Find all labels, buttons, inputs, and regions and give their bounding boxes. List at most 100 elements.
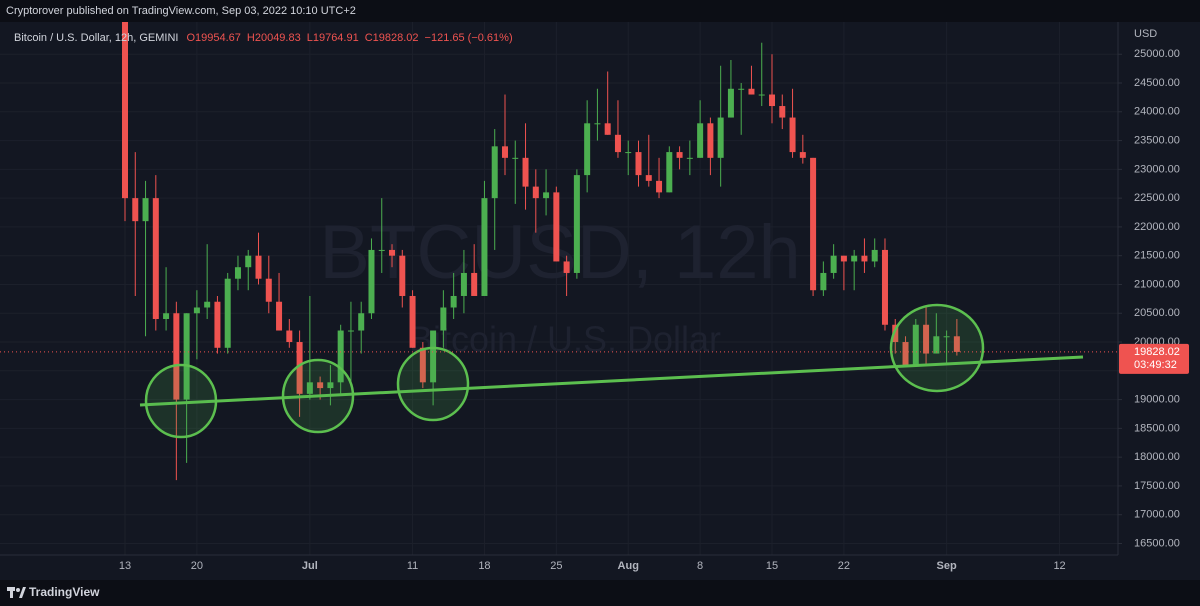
candle-body [933,336,940,354]
candle-body [173,313,180,400]
candle-body [276,301,283,331]
candle-body [881,249,888,325]
y-tick-label: 18500.00 [1134,422,1180,434]
candle-body [460,272,467,296]
candle-body [892,324,899,343]
footer-brand: TradingView [29,585,100,599]
candle-body [204,301,211,308]
y-tick-label: 23000.00 [1134,163,1180,175]
legend-value: H20049.83 [247,32,301,44]
candle-body [717,117,724,158]
candle-body [645,175,652,181]
candle-body [656,180,663,193]
candle-body [491,146,498,199]
y-tick-label: 22500.00 [1134,192,1180,204]
candle-body [368,249,375,314]
candle-body [183,313,190,400]
candle-body [327,382,334,389]
candle-body [707,123,714,158]
legend-value: O19954.67 [186,32,240,44]
candle-body [122,22,128,199]
candle-body [543,192,550,199]
candle-body [440,307,447,331]
x-tick-label: Sep [937,560,957,572]
candle-body [594,123,601,125]
candle-body [953,336,960,352]
y-tick-label: 22000.00 [1134,221,1180,233]
candle-body [625,152,632,154]
candle-body [820,272,827,291]
candle-body [799,152,806,158]
y-tick-label: 25000.00 [1134,48,1180,60]
candle-body [409,295,416,348]
candle-body [840,255,847,262]
candle-body [943,336,950,338]
candle-body [234,267,241,279]
candle-body [779,106,786,118]
candle-body [389,249,396,256]
countdown-label: 03:49:32 [1134,359,1177,371]
trendline [139,355,1084,407]
candle-body [697,123,704,158]
highlight-circle [396,346,470,422]
y-tick-label: 21000.00 [1134,278,1180,290]
legend-value: C19828.02 [365,32,419,44]
candle-body [902,342,909,366]
candle-body [481,198,488,296]
highlight-circle [889,303,985,393]
candle-body [245,255,252,268]
candle-body [861,255,868,262]
candle-body [666,152,673,193]
candle-body [317,382,324,389]
candle-body [769,94,776,107]
x-tick-label: 25 [550,560,562,572]
candle-body [501,146,508,158]
candle-body [132,198,139,222]
x-tick-label: 11 [407,560,418,572]
highlight-circles [144,303,985,439]
candle-body [224,278,231,348]
header-text: Cryptorover published on TradingView.com… [6,5,356,17]
candle-body [727,88,734,118]
candle-body [635,152,642,176]
candle-body [532,186,539,199]
candle-body [923,324,930,354]
candle-body [142,198,149,222]
x-tick-label: 15 [766,560,778,572]
candle-body [512,157,519,159]
legend-title: Bitcoin / U.S. Dollar, 12h, GEMINI [14,32,178,44]
last-price-label: 19828.02 [1134,346,1180,358]
y-tick-label: 18000.00 [1134,451,1180,463]
header-bar [0,0,1200,22]
highlight-circle [281,358,355,434]
axis-unit: USD [1134,28,1157,40]
legend-value: −121.65 (−0.61%) [425,32,513,44]
candle-body [614,134,621,153]
candle-body [676,152,683,158]
candle-body [152,198,159,320]
legend-value: L19764.91 [307,32,359,44]
candle-body [286,330,293,343]
x-tick-label: 18 [478,560,490,572]
candle-body [193,307,200,314]
x-tick-label: 8 [697,560,703,572]
footer-bar [0,580,1200,606]
y-tick-label: 16500.00 [1134,537,1180,549]
candle-body [553,192,560,262]
candle-body [358,313,365,331]
candle-body [471,272,478,296]
highlight-circle [144,363,218,439]
candle-body [265,278,272,302]
y-tick-label: 23500.00 [1134,134,1180,146]
x-tick-label: 22 [838,560,850,572]
watermark-description: Bitcoin / U.S. Dollar [409,319,721,360]
y-tick-label: 17500.00 [1134,480,1180,492]
candle-body [912,324,919,366]
candle-body [255,255,262,279]
candle-body [758,94,765,96]
candle-body [378,249,385,251]
candle-body [522,157,529,187]
candle-body [563,261,570,273]
candle-body [306,382,313,394]
